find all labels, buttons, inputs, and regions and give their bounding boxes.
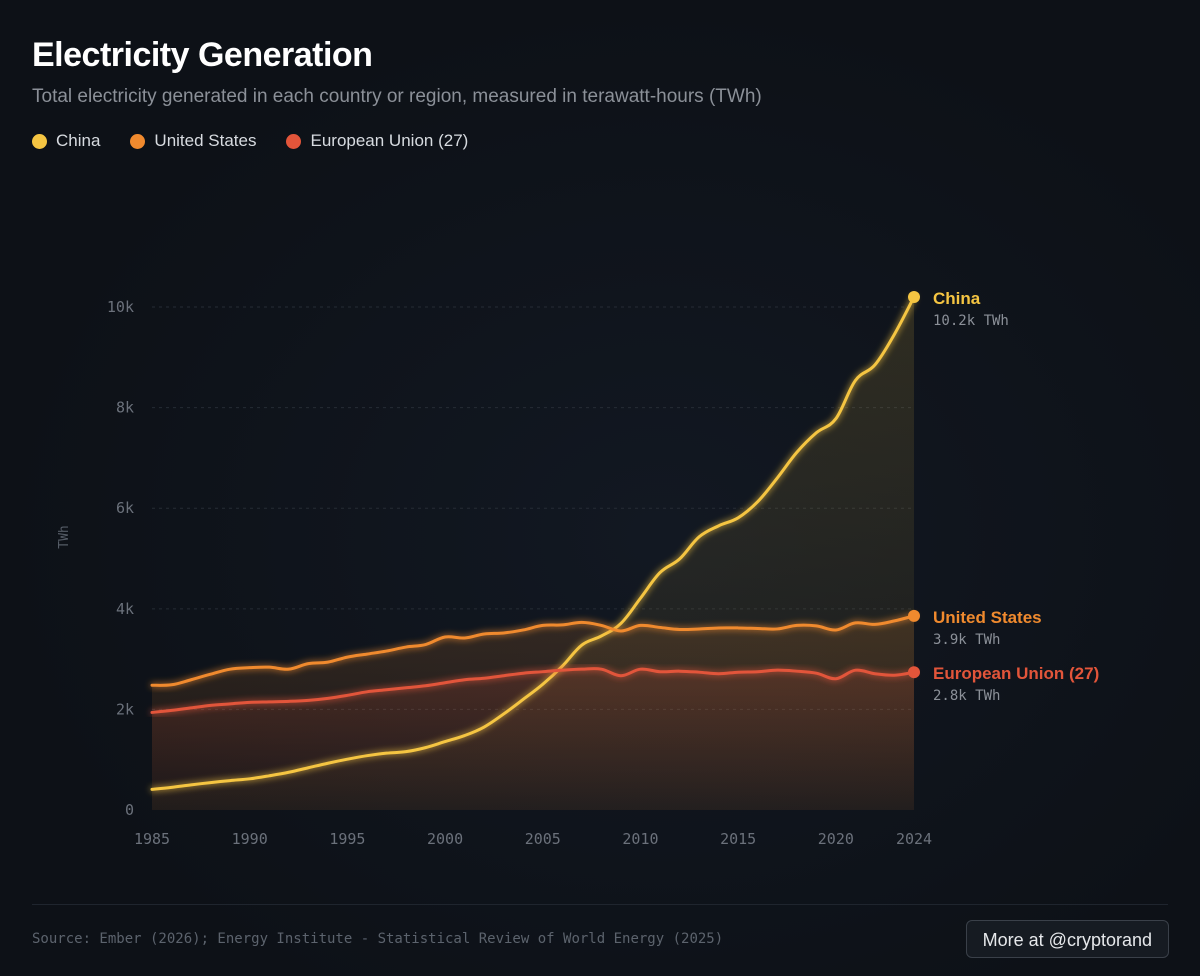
legend-item-united-states: United States [130, 131, 256, 151]
end-value-united-states: 3.9k TWh [933, 632, 1000, 648]
x-tick-label: 1985 [134, 830, 170, 848]
x-tick-label: 2005 [525, 830, 561, 848]
legend-dot-icon [130, 133, 146, 149]
x-tick-label: 1990 [232, 830, 268, 848]
end-value-china: 10.2k TWh [933, 313, 1009, 329]
legend-item-european-union: European Union (27) [286, 131, 468, 151]
y-tick-label: 8k [116, 399, 134, 417]
page-title: Electricity Generation [32, 36, 373, 74]
x-tick-label: 1995 [329, 830, 365, 848]
legend-label: United States [154, 131, 257, 150]
series-line-european-union-27- [150, 667, 916, 714]
legend-dot-icon [32, 133, 47, 149]
source-note: Source: Ember (2026); Energy Institute -… [32, 931, 724, 947]
x-tick-label: 2000 [427, 830, 463, 848]
end-point-european-union-27- [908, 666, 920, 679]
x-tick-label: 2010 [622, 830, 658, 848]
end-labels: China 10.2k TWh United States 3.9k TWh Europ… [933, 289, 1099, 704]
end-point-china [908, 291, 920, 303]
y-tick-label: 2k [116, 700, 134, 718]
legend: China United States European Union (27) [32, 131, 498, 151]
footer-divider [32, 904, 1168, 905]
series-lines [150, 291, 920, 791]
y-tick-label: 4k [116, 600, 134, 618]
series-line-united-states [150, 614, 916, 687]
end-value-european-union-27-: 2.8k TWh [933, 688, 1000, 704]
end-label-united-states: United States [933, 608, 1042, 627]
legend-dot-icon [286, 133, 302, 149]
end-label-china: China [933, 289, 981, 308]
y-tick-label: 10k [107, 298, 134, 316]
y-axis-title: TWh [57, 525, 72, 548]
series-areas [152, 297, 914, 810]
legend-item-china: China [32, 131, 100, 151]
x-tick-label: 2024 [896, 830, 932, 848]
end-point-united-states [908, 609, 920, 622]
more-at-button[interactable]: More at @cryptorand [965, 920, 1169, 958]
axes: 0 2k 4k 6k 8k 10k TWh 1985 1990 1995 2000 2005 2010 2… [57, 298, 932, 848]
x-tick-label: 2020 [818, 830, 854, 848]
page-subtitle: Total electricity generated in each coun… [32, 86, 762, 107]
end-label-european-union-27-: European Union (27) [933, 664, 1099, 683]
legend-label: European Union (27) [310, 131, 469, 150]
x-tick-label: 2015 [720, 830, 756, 848]
y-tick-label: 6k [116, 499, 134, 517]
area-european-union-27- [152, 668, 914, 810]
y-tick-label: 0 [125, 801, 134, 819]
legend-label: China [56, 131, 101, 150]
series-line-china [150, 295, 916, 791]
